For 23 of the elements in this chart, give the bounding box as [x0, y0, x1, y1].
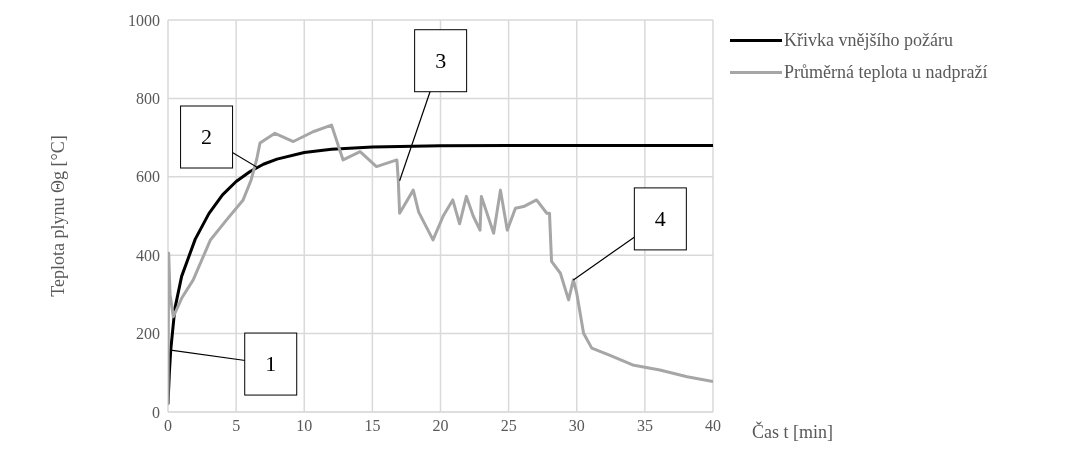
y-tick-label: 400 [136, 246, 160, 264]
x-tick-label: 20 [432, 417, 449, 435]
y-tick-label: 600 [136, 168, 160, 186]
y-tick-label: 800 [136, 90, 160, 108]
legend-label: Křivka vnějšího požáru [784, 29, 953, 52]
annotation: 1 [265, 351, 277, 377]
x-tick-label: 0 [164, 417, 172, 435]
x-tick-label: 25 [500, 417, 517, 435]
x-tick-label: 40 [705, 417, 721, 435]
annotation: 4 [654, 205, 666, 231]
x-axis-title: Čas t [min] [752, 421, 833, 442]
y-axis-title: Teplota plynu Θg [°C] [48, 135, 68, 297]
annotation: 2 [201, 124, 213, 149]
x-tick-label: 5 [232, 417, 241, 435]
y-tick-label: 0 [152, 403, 160, 421]
y-tick-label: 1000 [128, 11, 160, 29]
x-tick-label: 10 [296, 417, 313, 435]
y-tick-label: 200 [136, 325, 160, 343]
x-tick-label: 15 [364, 417, 381, 435]
legend-label: Průměrná teplota u nadpraží [784, 61, 988, 84]
annotation: 3 [435, 47, 447, 73]
x-tick-label: 35 [636, 417, 653, 435]
x-tick-label: 30 [568, 417, 585, 435]
